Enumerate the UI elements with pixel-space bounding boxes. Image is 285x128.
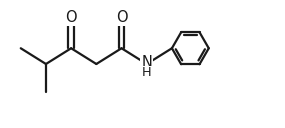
Text: N: N <box>141 55 152 70</box>
Text: O: O <box>116 10 127 25</box>
Text: H: H <box>142 66 152 79</box>
Text: O: O <box>65 10 77 25</box>
